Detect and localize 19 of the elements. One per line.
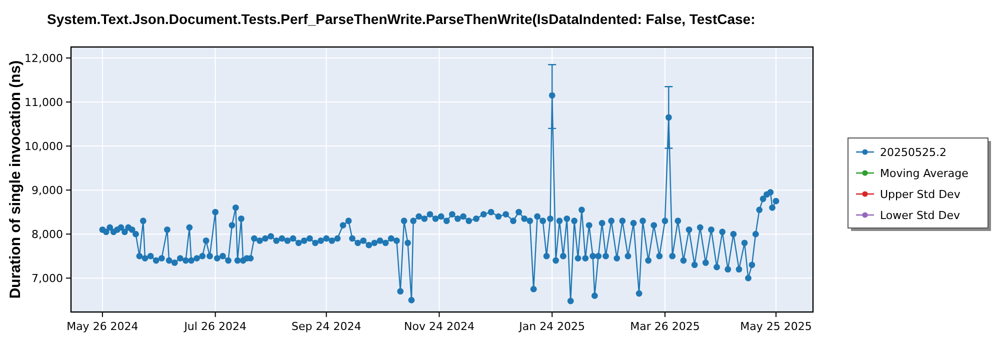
y-tick-label: 7,000 [32,272,63,286]
y-tick-label: 9,000 [32,184,63,198]
x-tick-label: Jan 24 2025 [518,320,586,333]
y-axis-title: Duration of single invocation (ns) [7,60,24,299]
chart-title: System.Text.Json.Document.Tests.Perf_ParseThenWrite.ParseThenWrite(IsDataIndented: False, TestCase: [47,11,756,27]
legend-label: Upper Std Dev [880,188,961,201]
x-tick-label: Jul 26 2024 [183,320,246,333]
x-tick-label: Mar 26 2025 [630,320,700,333]
x-tick-label: May 26 2024 [66,320,138,333]
legend-label: 20250525.2 [880,146,946,159]
legend-label: Lower Std Dev [880,209,960,222]
y-tick-label: 12,000 [24,52,63,66]
x-tick-label: Nov 24 2024 [404,320,474,333]
x-tick-label: Sep 24 2024 [291,320,362,333]
legend-label: Moving Average [880,167,969,180]
x-tick-label: May 25 2025 [740,320,812,333]
y-tick-label: 8,000 [32,228,63,242]
y-tick-label: 11,000 [24,96,63,110]
y-tick-label: 10,000 [24,140,63,154]
